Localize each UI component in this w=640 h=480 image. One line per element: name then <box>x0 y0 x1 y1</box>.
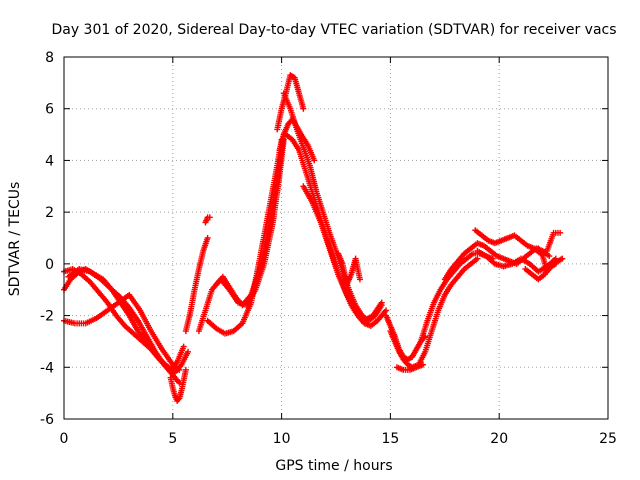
x-tick-label: 0 <box>60 431 69 447</box>
y-tick-label: -2 <box>40 309 54 325</box>
data-point <box>206 214 213 221</box>
data-points <box>61 72 566 404</box>
data-series <box>300 183 385 324</box>
data-series <box>387 255 481 371</box>
y-tick-label: 2 <box>45 205 54 221</box>
data-point <box>185 348 192 355</box>
data-series <box>65 266 183 386</box>
y-tick-label: 8 <box>45 50 54 66</box>
data-point <box>383 307 390 314</box>
data-series <box>472 227 564 257</box>
data-series <box>167 366 189 404</box>
data-series <box>274 72 307 133</box>
data-point <box>420 361 427 368</box>
x-axis-label: GPS time / hours <box>275 458 392 474</box>
data-point <box>300 105 307 112</box>
x-tick-label: 15 <box>381 431 399 447</box>
data-series <box>280 90 385 324</box>
data-point <box>176 366 183 373</box>
x-tick-label: 10 <box>273 431 291 447</box>
data-series <box>182 235 211 335</box>
grid-lines <box>64 57 608 419</box>
data-point <box>552 260 559 267</box>
y-axis-label: SDTVAR / TECUs <box>7 182 23 297</box>
data-point <box>356 276 363 283</box>
data-point <box>546 253 553 260</box>
axis-ticks <box>63 56 609 420</box>
y-tick-label: -4 <box>40 360 54 376</box>
data-series <box>282 131 390 329</box>
data-point <box>204 235 211 241</box>
data-series <box>535 245 559 275</box>
data-point <box>378 299 385 306</box>
y-tick-label: 6 <box>45 102 54 118</box>
y-tick-label: 4 <box>45 153 54 169</box>
y-tick-label: -6 <box>40 412 54 428</box>
x-tick-label: 5 <box>168 431 177 447</box>
chart-title: Day 301 of 2020, Sidereal Day-to-day VTE… <box>51 22 616 38</box>
plot-frame <box>63 56 609 420</box>
data-point <box>182 366 189 373</box>
y-tick-label: 0 <box>45 257 54 273</box>
data-point <box>559 255 566 262</box>
data-series <box>335 250 363 288</box>
data-series <box>393 361 427 373</box>
y-tick-labels: -6 -4 -2 0 2 4 6 8 <box>40 50 54 428</box>
data-point <box>557 229 564 236</box>
data-point <box>311 157 318 164</box>
data-point <box>474 255 481 262</box>
x-tick-labels: 0 5 10 15 20 25 <box>60 431 617 447</box>
x-tick-label: 25 <box>599 431 617 447</box>
data-series <box>202 214 213 226</box>
data-point <box>175 396 182 403</box>
x-tick-label: 20 <box>490 431 508 447</box>
data-point <box>180 343 187 350</box>
